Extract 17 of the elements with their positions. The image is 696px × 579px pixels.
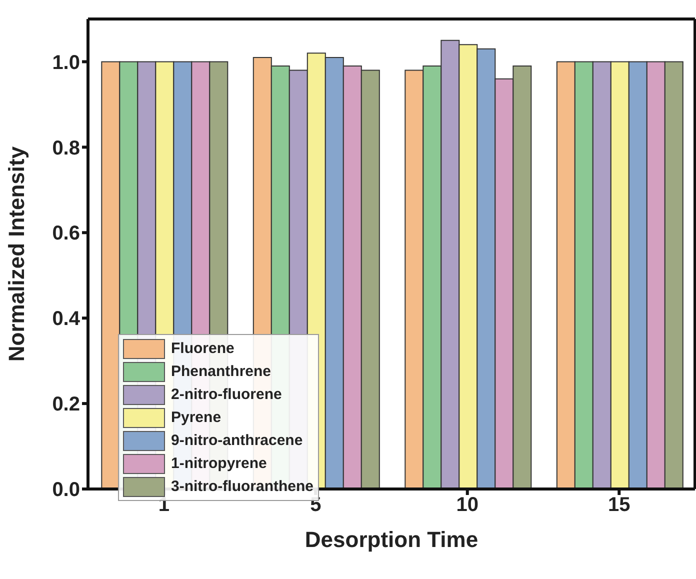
y-tick-label: 1.0 [52,52,80,74]
y-tick-label: 0.0 [52,479,80,502]
y-tick-label: 0.2 [52,394,80,416]
y-axis-title: Normalized Intensity [4,146,29,362]
legend-label: 9-nitro-anthracene [171,432,303,449]
x-tick-label: 10 [456,494,478,516]
legend-label: 1-nitropyrene [171,455,267,472]
y-tick-label: 0.8 [52,137,80,160]
y-tick-label: 0.4 [52,308,81,330]
legend-label: 3-nitro-fluoranthene [171,478,314,495]
legend-label: Fluorene [171,340,234,357]
legend-label: Phenanthrene [171,363,272,380]
legend-label: Pyrene [171,409,222,426]
legend-label: 2-nitro-fluorene [171,386,282,403]
x-axis-title: Desorption Time [304,527,478,552]
y-tick-label: 0.6 [52,222,80,245]
x-tick-label: 15 [608,494,630,516]
